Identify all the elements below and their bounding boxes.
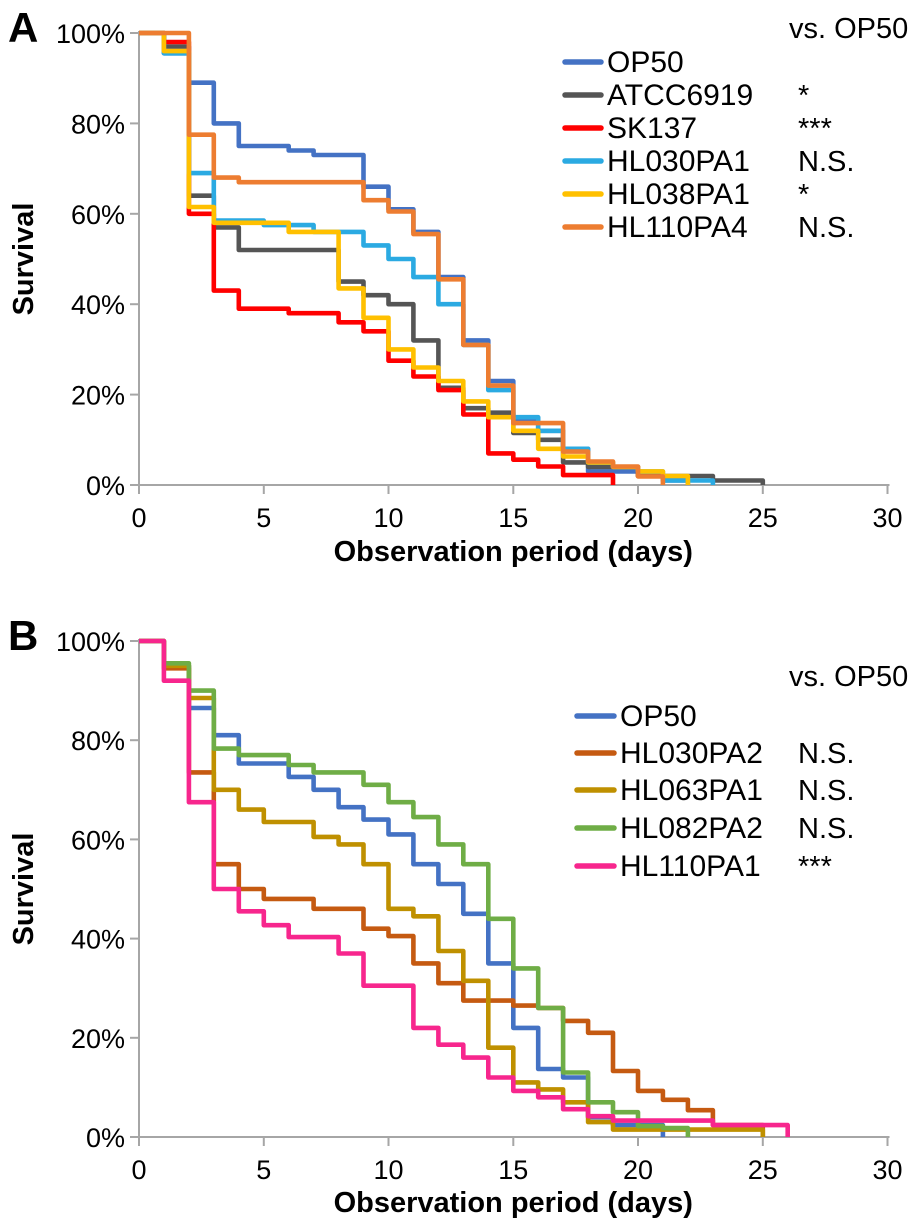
legend-label-atcc6919: ATCC6919 bbox=[607, 79, 753, 112]
x-axis-title: Observation period (days) bbox=[334, 536, 693, 568]
x-tick-label-25: 25 bbox=[748, 503, 778, 533]
panel-b-series-hl082pa2 bbox=[139, 638, 691, 1137]
panel-letter-a: A bbox=[8, 4, 38, 51]
legend-label-hl038pa1: HL038PA1 bbox=[607, 178, 750, 211]
panel-a: 100% 80% 60% 40% 20% 0%0 5 10 15 20 25 30 Observatio… bbox=[8, 4, 908, 568]
legend-significance-hl110pa1: *** bbox=[798, 851, 832, 883]
y-tick-label-60: 60% bbox=[71, 825, 125, 855]
legend-label-hl063pa1: HL063PA1 bbox=[620, 774, 763, 807]
x-tick-label-20: 20 bbox=[623, 503, 653, 533]
x-tick-label-30: 30 bbox=[872, 503, 902, 533]
legend-label-hl110pa4: HL110PA4 bbox=[607, 211, 748, 244]
legend-significance-atcc6919: * bbox=[798, 80, 809, 112]
y-axis-title: Survival bbox=[8, 833, 40, 946]
panel-a-series-hl110pa4 bbox=[139, 30, 666, 485]
legend-significance-sk137: *** bbox=[798, 113, 832, 145]
legend-label-hl030pa2: HL030PA2 bbox=[620, 737, 763, 770]
x-tick-label-15: 15 bbox=[498, 503, 528, 533]
y-tick-label-100: 100% bbox=[56, 19, 125, 49]
legend-note-vs-op50: vs. OP50 bbox=[789, 13, 908, 45]
y-tick-label-40: 40% bbox=[71, 290, 125, 320]
legend-significance-hl063pa1: N.S. bbox=[798, 775, 854, 807]
y-tick-label-80: 80% bbox=[71, 109, 125, 139]
y-tick-label-0: 0% bbox=[86, 1123, 125, 1153]
y-tick-label-0: 0% bbox=[86, 471, 125, 501]
x-tick-label-20: 20 bbox=[623, 1155, 653, 1185]
x-tick-label-0: 0 bbox=[131, 1155, 146, 1185]
x-tick-label-10: 10 bbox=[373, 503, 403, 533]
legend-label-hl110pa1: HL110PA1 bbox=[620, 850, 761, 883]
legend-significance-hl082pa2: N.S. bbox=[798, 813, 854, 845]
x-tick-label-5: 5 bbox=[256, 1155, 271, 1185]
y-axis-title: Survival bbox=[8, 203, 40, 316]
y-tick-label-80: 80% bbox=[71, 726, 125, 756]
legend-label-hl030pa1: HL030PA1 bbox=[607, 145, 750, 178]
legend-label-sk137: SK137 bbox=[607, 112, 697, 145]
x-tick-label-10: 10 bbox=[373, 1155, 403, 1185]
x-tick-label-25: 25 bbox=[748, 1155, 778, 1185]
y-tick-label-40: 40% bbox=[71, 925, 125, 955]
panel-b-series-hl030pa2 bbox=[139, 638, 766, 1137]
legend-label-hl082pa2: HL082PA2 bbox=[620, 812, 763, 845]
panel-letter-b: B bbox=[8, 612, 38, 659]
y-tick-label-60: 60% bbox=[71, 200, 125, 230]
legend-significance-hl038pa1: * bbox=[798, 179, 809, 211]
legend-label-op50: OP50 bbox=[607, 46, 684, 79]
y-tick-label-100: 100% bbox=[56, 627, 125, 657]
panel-a-series-sk137 bbox=[139, 30, 616, 485]
legend-significance-hl030pa1: N.S. bbox=[798, 146, 854, 178]
legend-note-vs-op50: vs. OP50 bbox=[789, 661, 908, 693]
panel-b-series-hl110pa1 bbox=[139, 638, 790, 1137]
x-tick-label-30: 30 bbox=[872, 1155, 902, 1185]
panel-b: 100% 80% 60% 40% 20% 0%0 5 10 15 20 25 30 Observatio… bbox=[8, 612, 908, 1218]
legend-label-op50: OP50 bbox=[620, 700, 697, 733]
x-tick-label-15: 15 bbox=[498, 1155, 528, 1185]
y-tick-label-20: 20% bbox=[71, 1024, 125, 1054]
x-tick-label-5: 5 bbox=[256, 503, 271, 533]
legend-significance-hl110pa4: N.S. bbox=[798, 212, 854, 244]
y-tick-label-20: 20% bbox=[71, 381, 125, 411]
x-tick-label-0: 0 bbox=[131, 503, 146, 533]
legend-significance-hl030pa2: N.S. bbox=[798, 738, 854, 770]
x-axis-title: Observation period (days) bbox=[334, 1187, 693, 1218]
